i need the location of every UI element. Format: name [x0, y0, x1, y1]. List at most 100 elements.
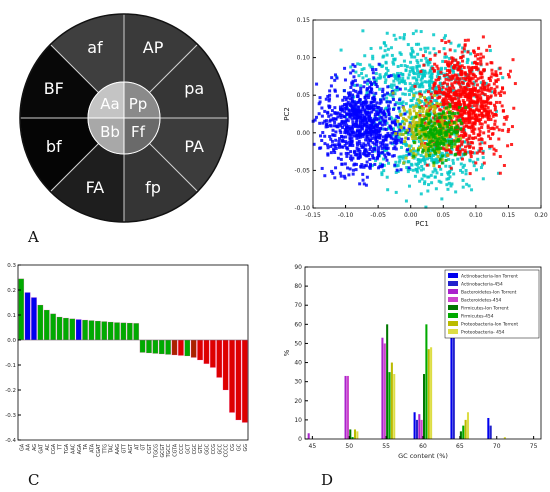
scatter-point	[476, 117, 480, 121]
scatter-point	[320, 114, 324, 118]
scatter-point	[383, 93, 387, 97]
scatter-point	[493, 122, 497, 126]
scatter-point	[467, 73, 471, 77]
wheel-inner-label: Bb	[100, 123, 120, 141]
y-tick-label: 0	[298, 436, 302, 443]
scatter-point	[450, 139, 454, 143]
scatter-point	[321, 121, 325, 125]
scatter-point	[446, 105, 450, 109]
x-tick-label: CGTA	[173, 443, 179, 456]
scatter-point	[471, 82, 475, 86]
scatter-point	[404, 143, 408, 147]
scatter-point	[462, 131, 466, 135]
bar	[229, 339, 236, 413]
scatter-point	[338, 171, 342, 175]
scatter-point	[512, 106, 516, 110]
scatter-point	[375, 128, 379, 132]
scatter-point	[425, 100, 429, 104]
scatter-point	[453, 153, 457, 157]
scatter-point	[463, 149, 467, 153]
scatter-point	[479, 118, 483, 122]
y-tick-label: 60	[294, 321, 302, 328]
scatter-point	[479, 105, 483, 109]
x-tick-label: GTC	[198, 443, 204, 453]
scatter-point	[466, 38, 470, 42]
scatter-point	[378, 135, 382, 139]
y-tick-label: 70	[294, 302, 302, 309]
scatter-point	[379, 144, 383, 148]
scatter-point	[392, 62, 396, 66]
scatter-point	[463, 76, 467, 80]
scatter-point	[465, 182, 469, 186]
scatter-point	[410, 163, 414, 167]
scatter-point	[484, 104, 488, 108]
y-axis-label: PC2	[283, 107, 291, 121]
scatter-point	[332, 147, 336, 151]
scatter-point	[442, 142, 446, 146]
scatter-point	[397, 115, 401, 119]
x-tick-label: TGCG	[153, 444, 159, 459]
scatter-point	[412, 139, 416, 143]
scatter-point	[462, 86, 466, 90]
scatter-point	[493, 87, 497, 91]
scatter-point	[372, 156, 376, 160]
scatter-point	[385, 106, 389, 110]
scatter-point	[421, 114, 425, 118]
scatter-point	[425, 108, 429, 112]
scatter-point	[451, 76, 455, 80]
scatter-point	[442, 138, 446, 142]
scatter-point	[385, 100, 389, 104]
scatter-point	[462, 140, 466, 144]
scatter-point	[412, 92, 416, 96]
scatter-point	[444, 41, 448, 45]
scatter-point	[459, 133, 463, 137]
scatter-point	[487, 77, 491, 81]
scatter-point	[462, 117, 466, 121]
scatter-point	[401, 72, 405, 76]
panel-label-c: C	[28, 471, 40, 489]
scatter-point	[454, 136, 458, 140]
scatter-point	[487, 83, 491, 87]
scatter-point	[365, 122, 369, 126]
panel-label-d: D	[321, 471, 334, 489]
scatter-point	[460, 170, 464, 174]
scatter-point	[362, 117, 366, 121]
scatter-point	[349, 154, 353, 158]
scatter-point	[447, 110, 451, 114]
scatter-point	[472, 109, 476, 113]
scatter-point	[370, 110, 374, 114]
scatter-point	[345, 118, 349, 122]
scatter-point	[314, 115, 318, 119]
scatter-point	[454, 139, 458, 143]
scatter-point	[392, 154, 396, 158]
scatter-point	[365, 120, 369, 124]
scatter-point	[386, 188, 390, 192]
scatter-point	[393, 103, 397, 107]
scatter-point	[420, 164, 424, 168]
scatter-point	[497, 137, 501, 141]
scatter-point	[507, 75, 511, 79]
scatter-point	[374, 72, 378, 76]
scatter-point	[317, 102, 321, 106]
scatter-point	[398, 87, 402, 91]
scatter-point	[454, 93, 458, 97]
scatter-point	[366, 138, 370, 142]
scatter-point	[452, 96, 456, 100]
scatter-point	[321, 131, 325, 135]
scatter-point	[422, 74, 426, 78]
scatter-point	[402, 37, 406, 41]
x-tick-label: 0.20	[534, 212, 548, 219]
scatter-point	[443, 34, 447, 38]
scatter-point	[354, 168, 358, 172]
scatter-point	[429, 74, 433, 78]
bar	[133, 322, 140, 341]
scatter-point	[372, 93, 376, 97]
x-tick-label: GA	[19, 443, 25, 451]
scatter-point	[391, 154, 395, 158]
scatter-point	[434, 151, 438, 155]
scatter-point	[465, 117, 469, 121]
scatter-point	[353, 64, 357, 68]
scatter-point	[392, 57, 396, 61]
scatter-point	[439, 146, 443, 150]
scatter-point	[408, 104, 412, 108]
